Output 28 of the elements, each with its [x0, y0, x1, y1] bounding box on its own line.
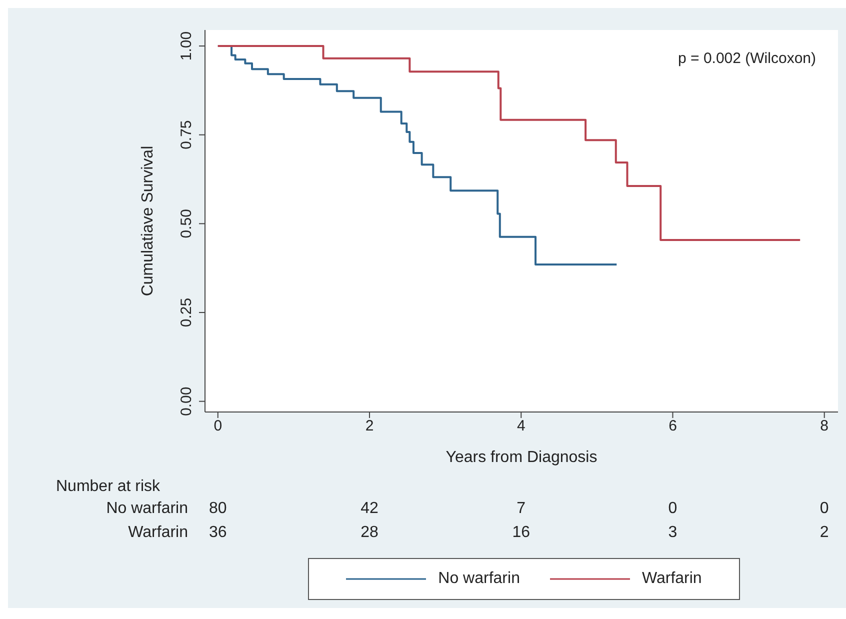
- legend-label: No warfarin: [438, 570, 520, 588]
- text: 0: [818, 500, 830, 518]
- x-tick-label: 8: [820, 418, 829, 435]
- text: No warfarin: [106, 500, 188, 518]
- text: 7: [516, 500, 527, 518]
- y-tick-label: 0.25: [178, 298, 195, 328]
- x-tick-label: 6: [668, 418, 677, 435]
- y-tick-label: 0.50: [178, 209, 195, 238]
- text: 2: [818, 524, 830, 542]
- x-tick-label: 2: [365, 418, 374, 435]
- y-axis-title: Cumulatiave Survival: [140, 146, 157, 296]
- text: 0: [667, 500, 678, 518]
- x-axis-title: Years from Diagnosis: [446, 449, 598, 466]
- x-tick-label: 0: [214, 418, 222, 435]
- text: 16: [511, 524, 531, 542]
- text: Warfarin: [128, 524, 188, 542]
- text: 80: [208, 500, 228, 518]
- text: Number at risk: [56, 478, 160, 496]
- y-tick-label: 0.75: [178, 120, 195, 150]
- annotation: p = 0.002 (Wilcoxon): [678, 50, 816, 67]
- text: 36: [208, 524, 228, 542]
- text: 42: [360, 500, 380, 518]
- x-tick-label: 4: [516, 418, 526, 435]
- y-tick-label: 0.00: [178, 386, 195, 416]
- text: 3: [667, 524, 678, 542]
- legend-label: Warfarin: [642, 570, 702, 588]
- text: 28: [360, 524, 380, 542]
- y-tick-label: 1.00: [178, 31, 195, 61]
